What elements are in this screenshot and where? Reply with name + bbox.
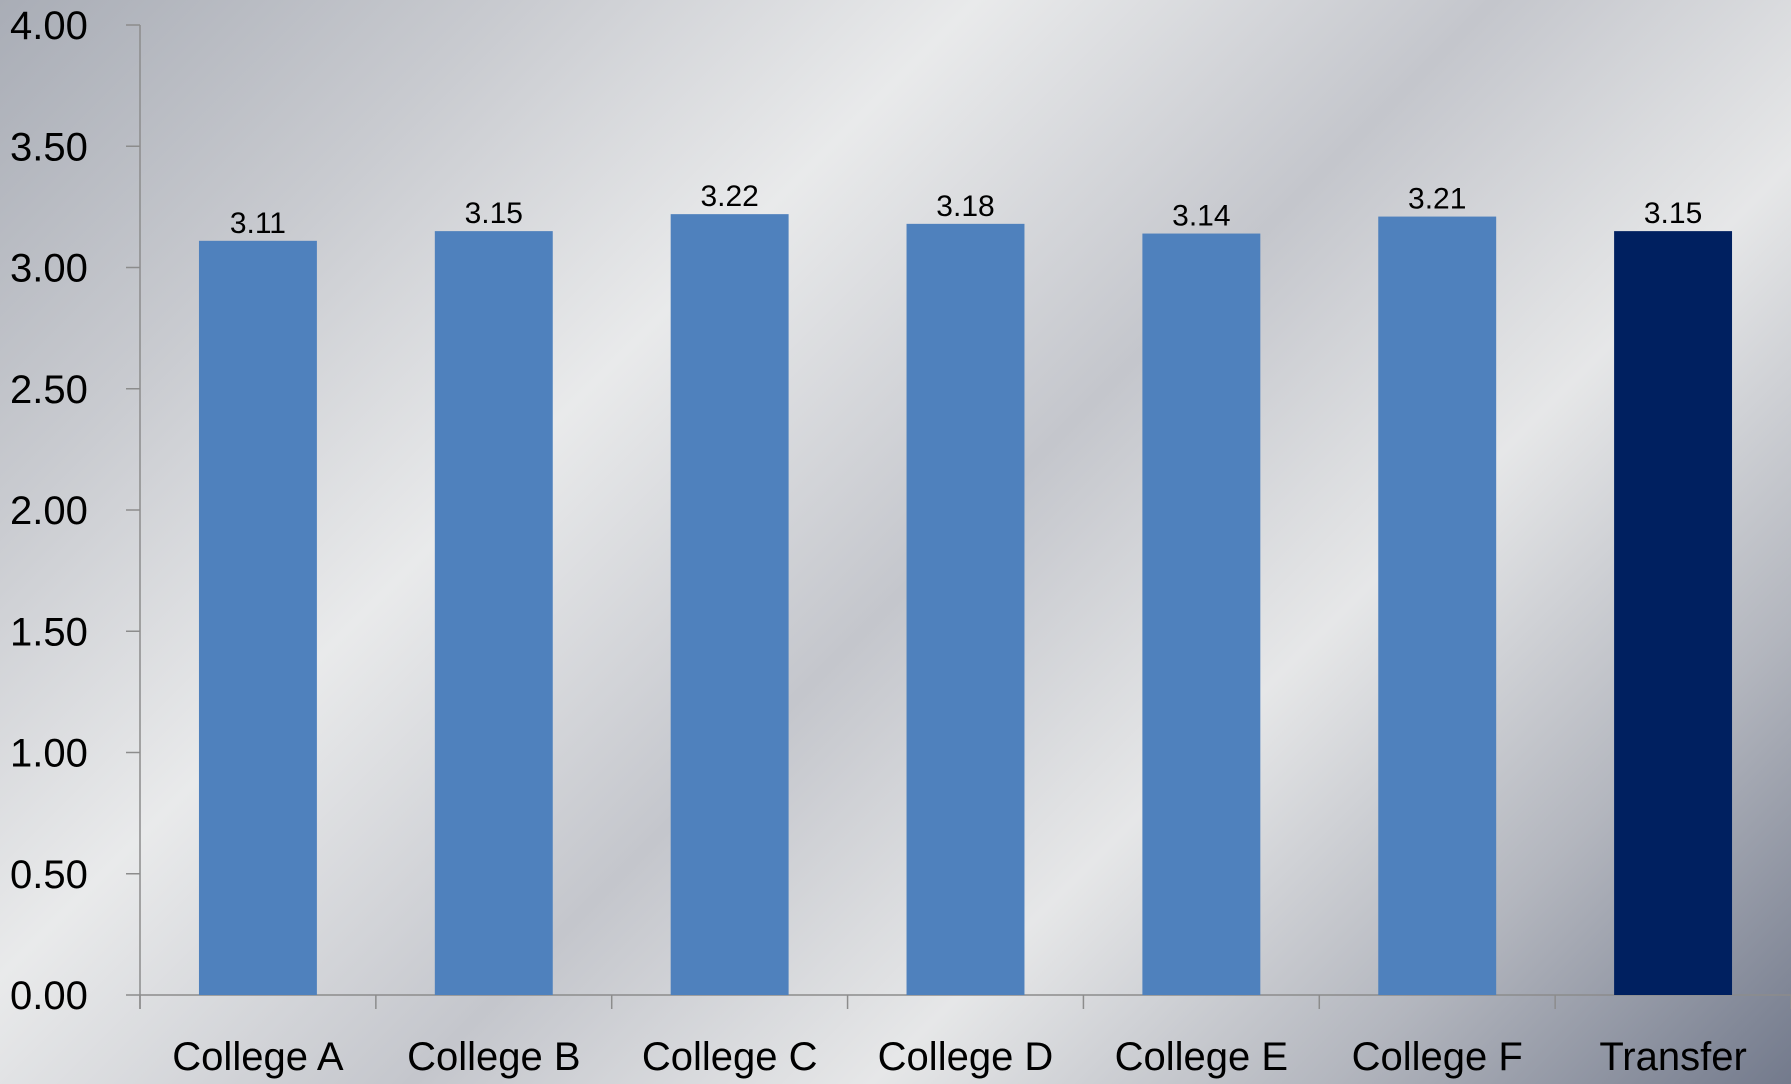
bar-transfer xyxy=(1614,231,1733,995)
y-tick-label: 2.50 xyxy=(10,368,88,412)
data-label: 3.11 xyxy=(230,207,286,240)
x-category-label: Transfer xyxy=(1599,1035,1746,1079)
data-label: 3.22 xyxy=(700,180,758,213)
y-tick-label: 0.00 xyxy=(10,974,88,1018)
data-label: 3.15 xyxy=(465,197,523,230)
x-axis: College A College B College C College D Coll… xyxy=(139,994,1791,1079)
data-label: 3.18 xyxy=(936,190,994,223)
y-tick-label: 1.50 xyxy=(10,610,88,654)
bars xyxy=(198,214,1733,996)
data-label: 3.21 xyxy=(1408,183,1466,216)
y-tick-label: 3.00 xyxy=(10,247,88,291)
bar-college-e xyxy=(1142,233,1261,996)
data-label: 3.15 xyxy=(1644,197,1702,230)
y-tick-label: 2.00 xyxy=(10,489,88,533)
x-category-label: College D xyxy=(878,1035,1054,1079)
y-tick-label: 3.50 xyxy=(10,125,88,169)
x-category-label: College F xyxy=(1352,1035,1523,1079)
data-labels: 3.11 3.15 3.22 3.18 3.14 3.21 3.15 xyxy=(230,180,1702,240)
x-category-label: College A xyxy=(172,1035,344,1079)
x-category-label: College E xyxy=(1115,1035,1288,1079)
y-tick-label: 1.00 xyxy=(10,732,88,776)
y-axis: 0.00 0.50 1.00 1.50 2.00 2.50 3.00 3.50 4.00 xyxy=(10,4,141,1018)
bar-college-c xyxy=(670,214,789,995)
bar-college-b xyxy=(434,231,553,995)
y-tick-label: 4.00 xyxy=(10,4,88,48)
bar-college-f xyxy=(1378,216,1497,995)
data-label: 3.14 xyxy=(1172,200,1230,233)
bar-college-d xyxy=(906,223,1025,996)
x-category-label: College C xyxy=(642,1035,818,1079)
bar-college-a xyxy=(198,240,317,995)
y-tick-label: 0.50 xyxy=(10,853,88,897)
x-category-label: College B xyxy=(407,1035,580,1079)
